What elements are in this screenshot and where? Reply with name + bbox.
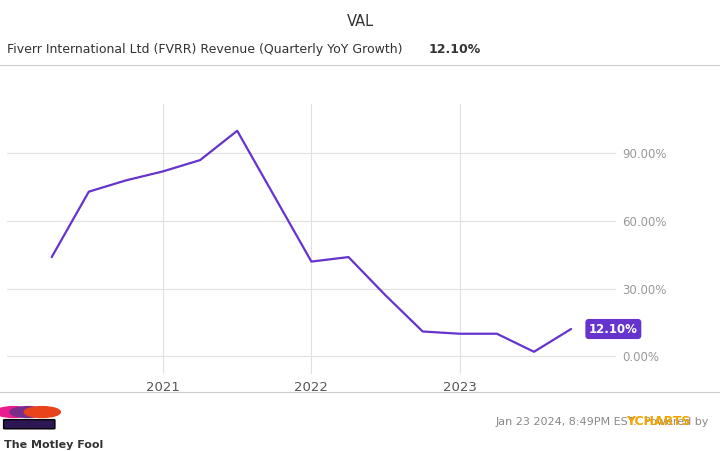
Circle shape	[10, 407, 46, 418]
Text: VAL: VAL	[346, 14, 374, 28]
Text: Fiverr International Ltd (FVRR) Revenue (Quarterly YoY Growth): Fiverr International Ltd (FVRR) Revenue …	[7, 43, 402, 56]
Text: 12.10%: 12.10%	[428, 43, 481, 56]
Text: Jan 23 2024, 8:49PM EST.  Powered by: Jan 23 2024, 8:49PM EST. Powered by	[496, 417, 713, 427]
Circle shape	[0, 407, 32, 418]
Text: YCHARTS: YCHARTS	[626, 415, 690, 428]
Circle shape	[24, 407, 60, 418]
FancyBboxPatch shape	[4, 419, 55, 429]
Text: 12.10%: 12.10%	[589, 322, 638, 336]
Text: The Motley Fool: The Motley Fool	[4, 440, 103, 450]
